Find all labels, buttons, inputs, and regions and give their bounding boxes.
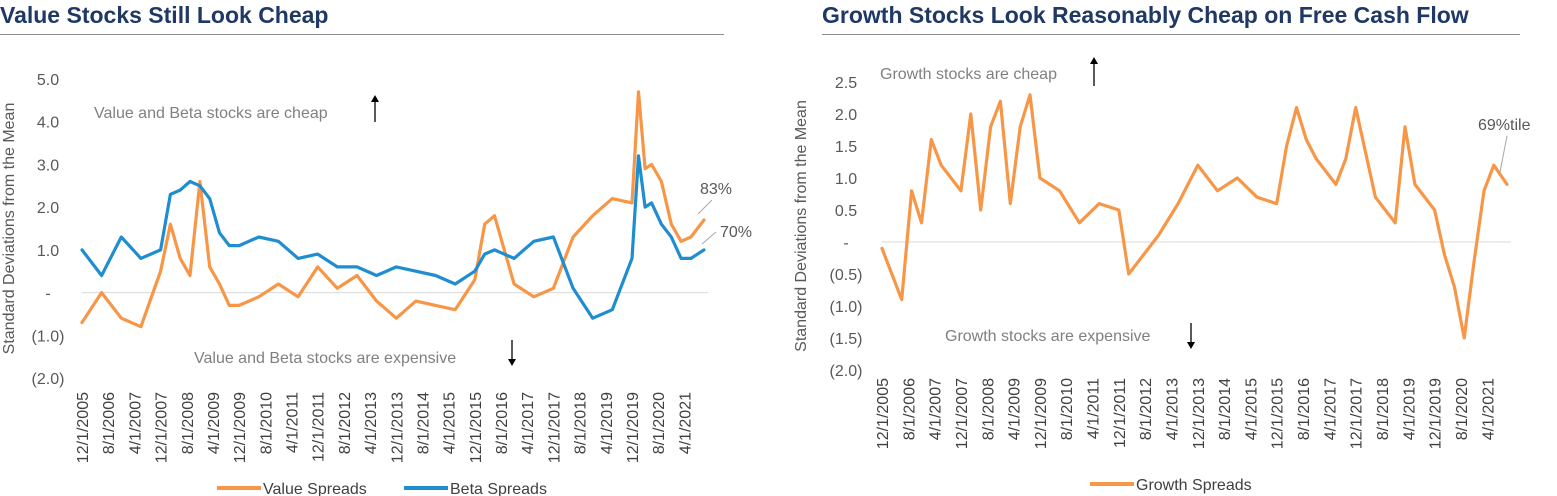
up-arrow-head bbox=[1090, 57, 1098, 64]
y-tick-label: 1.5 bbox=[835, 139, 857, 156]
expensive-annotation: Value and Beta stocks are expensive bbox=[194, 350, 456, 367]
x-tick-label: 8/1/2020 bbox=[1454, 378, 1471, 440]
x-tick-label: 4/1/2019 bbox=[1401, 378, 1418, 440]
legend-label: Value Spreads bbox=[263, 481, 367, 496]
left-title-rule bbox=[0, 34, 724, 35]
x-tick-label: 4/1/2007 bbox=[928, 378, 945, 440]
x-tick-label: 12/1/2009 bbox=[232, 392, 249, 463]
x-tick-label: 4/1/2009 bbox=[206, 392, 223, 454]
right-title-rule bbox=[822, 34, 1520, 35]
x-tick-label: 12/1/2013 bbox=[389, 392, 406, 463]
x-tick-label: 4/1/2015 bbox=[442, 392, 459, 454]
x-tick-label: 12/1/2011 bbox=[1112, 378, 1129, 448]
down-arrow-head bbox=[508, 359, 516, 366]
series-line-growth-spreads bbox=[880, 93, 1509, 340]
up-arrow bbox=[371, 95, 379, 122]
x-tick-label: 8/1/2012 bbox=[1138, 378, 1155, 440]
x-tick-label: 8/1/2014 bbox=[1217, 378, 1234, 440]
x-tick-label: 4/1/2015 bbox=[1243, 378, 1260, 440]
expensive-annotation: Growth stocks are expensive bbox=[945, 328, 1151, 345]
x-tick-label: 8/1/2016 bbox=[1296, 378, 1313, 440]
y-tick-label: 2.5 bbox=[835, 75, 857, 92]
series-line-value-spreads bbox=[80, 90, 706, 329]
x-tick-label: 12/1/2013 bbox=[1191, 378, 1208, 449]
x-tick-label: 12/1/2017 bbox=[1349, 378, 1366, 449]
series-line-beta-spreads bbox=[80, 154, 706, 320]
down-arrow bbox=[508, 340, 516, 366]
x-tick-label: 4/1/2013 bbox=[363, 392, 380, 454]
down-arrow bbox=[1187, 323, 1195, 349]
x-tick-label: 8/1/2006 bbox=[101, 392, 118, 454]
y-tick-label: (1.5) bbox=[830, 331, 863, 348]
x-tick-label: 12/1/2007 bbox=[154, 392, 171, 463]
legend-label: Growth Spreads bbox=[1136, 477, 1252, 494]
x-tick-label: 4/1/2011 bbox=[1086, 378, 1103, 439]
x-tick-label: 12/1/2019 bbox=[625, 392, 642, 463]
x-tick-label: 8/1/2012 bbox=[337, 392, 354, 454]
x-tick-label: 8/1/2006 bbox=[901, 378, 918, 440]
y-tick-label: 2.0 bbox=[37, 200, 59, 217]
x-tick-label: 4/1/2013 bbox=[1164, 378, 1181, 440]
x-tick-label: 8/1/2014 bbox=[415, 392, 432, 454]
left-chart-title: Value Stocks Still Look Cheap bbox=[0, 2, 329, 28]
x-tick-label: 8/1/2018 bbox=[573, 392, 590, 454]
y-tick-label: 3.0 bbox=[37, 157, 59, 174]
beta-pct-leader bbox=[701, 231, 717, 245]
right-chart-title: Growth Stocks Look Reasonably Cheap on F… bbox=[822, 2, 1469, 28]
up-arrow-head bbox=[371, 95, 379, 102]
growth-pct-leader bbox=[1499, 135, 1508, 173]
x-tick-label: 8/1/2018 bbox=[1375, 378, 1392, 440]
x-tick-label: 4/1/2019 bbox=[599, 392, 616, 454]
x-tick-label: 8/1/2008 bbox=[180, 392, 197, 454]
down-arrow-head bbox=[1187, 342, 1195, 349]
x-tick-label: 12/1/2019 bbox=[1428, 378, 1445, 449]
y-tick-label: (1.0) bbox=[830, 299, 863, 316]
x-tick-label: 8/1/2010 bbox=[258, 392, 275, 454]
y-tick-label: 1.0 bbox=[37, 243, 59, 260]
y-tick-label: (2.0) bbox=[830, 363, 863, 380]
cheap-annotation: Value and Beta stocks are cheap bbox=[94, 105, 328, 122]
x-tick-label: 8/1/2016 bbox=[494, 392, 511, 454]
x-tick-label: 12/1/2009 bbox=[1033, 378, 1050, 449]
x-tick-label: 12/1/2015 bbox=[1270, 378, 1287, 449]
y-tick-label: (2.0) bbox=[32, 371, 65, 388]
x-tick-label: 4/1/2011 bbox=[285, 392, 302, 453]
y-tick-label: - bbox=[843, 235, 848, 252]
value-pct-label: 83% bbox=[700, 181, 732, 198]
cheap-annotation: Growth stocks are cheap bbox=[880, 66, 1057, 83]
value-pct-leader bbox=[697, 199, 713, 215]
y-tick-label: (1.0) bbox=[32, 328, 65, 345]
x-tick-label: 8/1/2010 bbox=[1059, 378, 1076, 440]
x-tick-label: 4/1/2009 bbox=[1007, 378, 1024, 440]
up-arrow bbox=[1090, 57, 1098, 86]
y-tick-label: 1.0 bbox=[835, 171, 857, 188]
beta-pct-label: 70% bbox=[720, 224, 752, 241]
x-tick-label: 4/1/2007 bbox=[127, 392, 144, 454]
x-tick-label: 8/1/2020 bbox=[651, 392, 668, 454]
y-axis-label: Standard Deviations from the Mean bbox=[793, 100, 810, 352]
x-tick-label: 12/1/2007 bbox=[954, 378, 971, 449]
y-axis-label: Standard Deviations from the Mean bbox=[1, 103, 18, 355]
x-tick-label: 4/1/2017 bbox=[1322, 378, 1339, 440]
x-tick-label: 4/1/2021 bbox=[677, 392, 694, 454]
y-tick-label: 0.5 bbox=[835, 203, 857, 220]
growth-pct-label: 69%tile bbox=[1478, 117, 1531, 134]
y-tick-label: - bbox=[45, 286, 50, 303]
legend-label: Beta Spreads bbox=[450, 481, 547, 496]
x-tick-label: 4/1/2021 bbox=[1480, 378, 1497, 440]
x-tick-label: 12/1/2005 bbox=[75, 392, 92, 463]
x-tick-label: 12/1/2017 bbox=[546, 392, 563, 463]
x-tick-label: 4/1/2017 bbox=[520, 392, 537, 454]
y-tick-label: 5.0 bbox=[37, 72, 59, 89]
x-tick-label: 12/1/2011 bbox=[311, 392, 328, 462]
x-tick-label: 8/1/2008 bbox=[980, 378, 997, 440]
x-tick-label: 12/1/2005 bbox=[875, 378, 892, 449]
y-tick-label: 4.0 bbox=[37, 115, 59, 132]
x-tick-label: 12/1/2015 bbox=[468, 392, 485, 463]
y-tick-label: 2.0 bbox=[835, 107, 857, 124]
y-tick-label: (0.5) bbox=[830, 267, 863, 284]
